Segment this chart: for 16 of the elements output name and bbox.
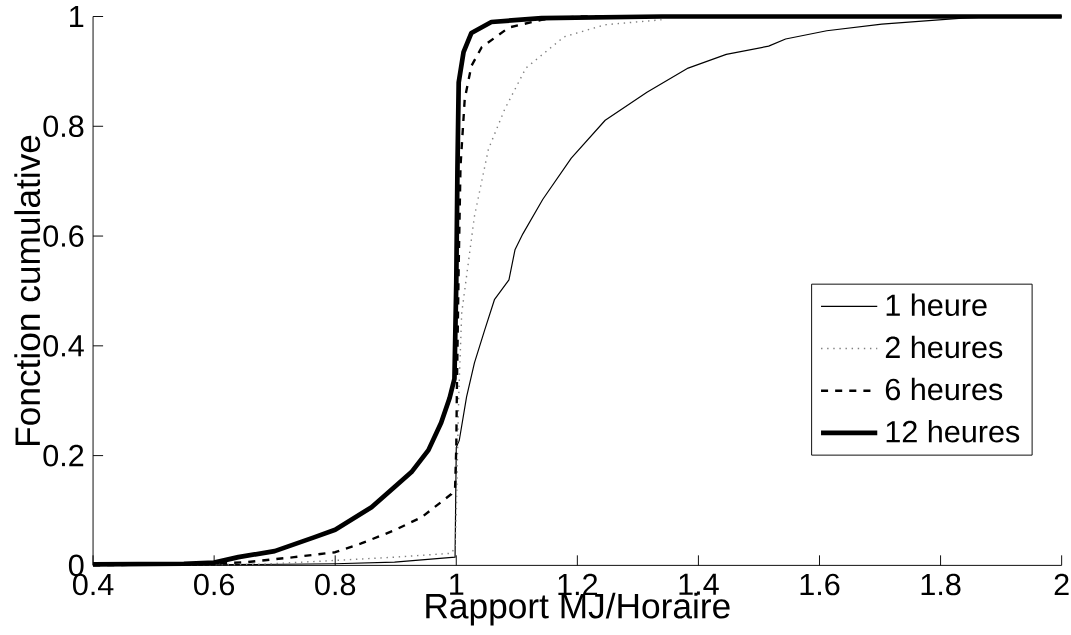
x-tick-label: 2 bbox=[1054, 573, 1069, 596]
y-axis-title: Fonction cumulative bbox=[14, 135, 41, 445]
legend-label: 2 heures bbox=[885, 335, 1003, 359]
y-tick-label: 0.6 bbox=[43, 225, 84, 247]
x-tick-label: 0.8 bbox=[315, 573, 356, 596]
legend-label: 12 heures bbox=[886, 420, 1020, 443]
x-tick-label: 1.6 bbox=[800, 573, 840, 596]
y-tick-label: 0.8 bbox=[43, 115, 84, 138]
y-tick-label: 0.4 bbox=[43, 335, 84, 357]
legend-label: 6 heures bbox=[885, 377, 1003, 401]
x-tick-label: 1.8 bbox=[921, 573, 961, 596]
legend-label: 1 heure bbox=[886, 293, 987, 317]
y-tick-label: 0.2 bbox=[43, 444, 84, 467]
x-tick-label: 1 bbox=[450, 573, 464, 595]
y-tick-label: 1 bbox=[70, 5, 84, 28]
x-tick-label: 0.6 bbox=[194, 573, 235, 596]
